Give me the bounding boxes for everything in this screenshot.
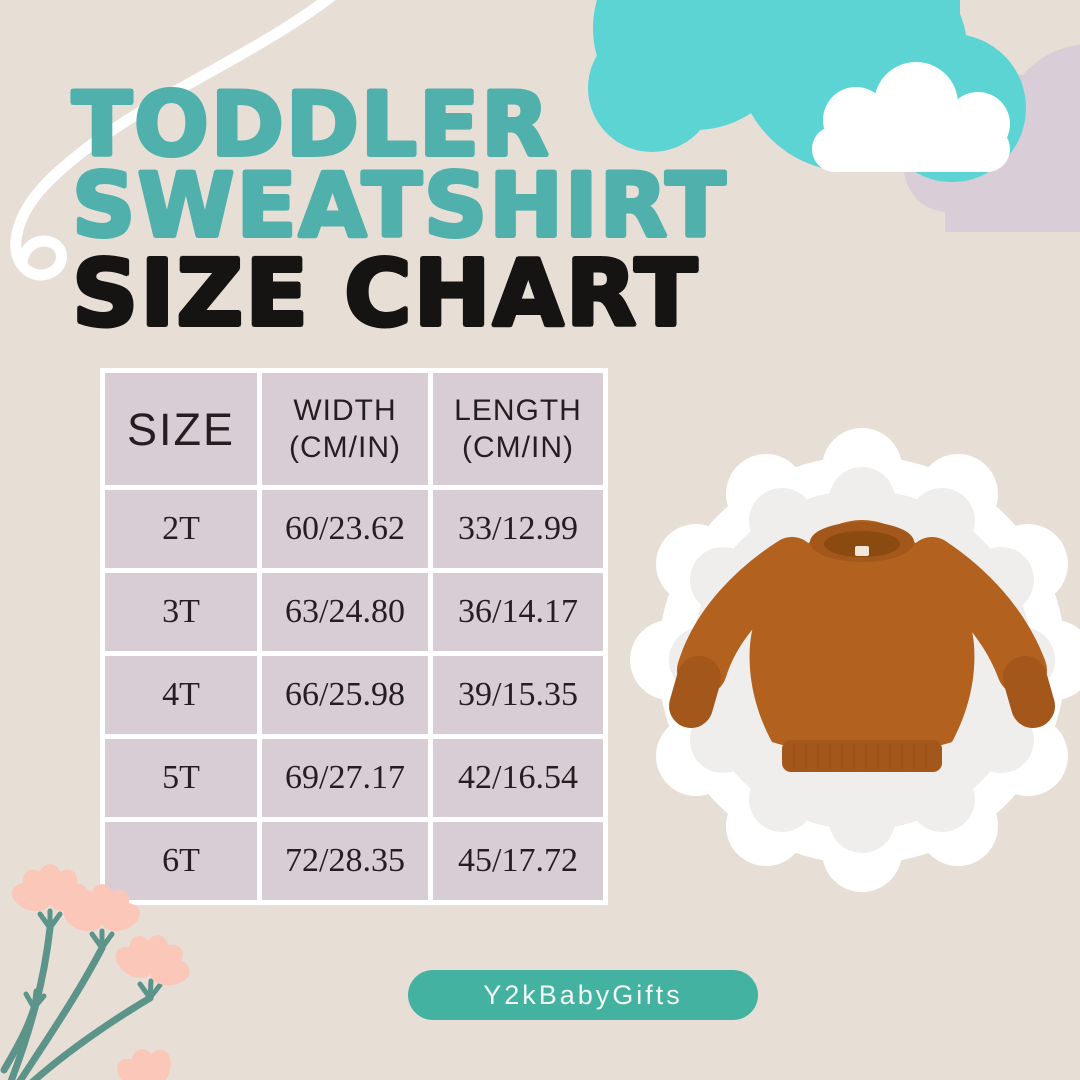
table-cell-size: 4T: [105, 656, 257, 734]
table-header-width-label: WIDTH: [293, 394, 397, 427]
page-title: TODDLER SWEATSHIRT SIZE CHART: [72, 73, 728, 347]
table-cell-length: 33/12.99: [433, 490, 603, 568]
shop-badge: Y2kBabyGifts: [408, 970, 758, 1020]
sweatshirt-neck-label: [855, 546, 869, 556]
flowers-decoration: [0, 863, 191, 1080]
sweatshirt-right-cuff: [1003, 656, 1055, 728]
table-header-length-unit: (CM/IN): [462, 431, 574, 464]
flower-petals: [7, 863, 191, 1080]
table-cell-width: 66/25.98: [262, 656, 428, 734]
table-cell-size: 3T: [105, 573, 257, 651]
table-cell-size: 2T: [105, 490, 257, 568]
white-cloud-icon: [812, 62, 1010, 172]
sweatshirt-waistband: [782, 740, 942, 772]
sweatshirt-product-image: [669, 520, 1055, 772]
table-cell-width: 72/28.35: [262, 822, 428, 900]
table-cell-size: 5T: [105, 739, 257, 817]
flower-calyxes: [23, 908, 163, 1011]
table-cell-length: 36/14.17: [433, 573, 603, 651]
table-cell-width: 60/23.62: [262, 490, 428, 568]
table-cell-size: 6T: [105, 822, 257, 900]
sweatshirt-left-sleeve: [677, 537, 817, 695]
table-cell-width: 69/27.17: [262, 739, 428, 817]
sweatshirt-right-sleeve: [907, 537, 1047, 695]
shop-badge-label: Y2kBabyGifts: [483, 979, 683, 1010]
table-cell-length: 39/15.35: [433, 656, 603, 734]
sweatshirt-neck-opening: [824, 531, 900, 557]
sweatshirt-body: [749, 520, 975, 753]
table-cell-length: 42/16.54: [433, 739, 603, 817]
size-table: SIZE WIDTH (CM/IN) LENGTH (CM/IN) 2T 60/…: [100, 368, 608, 905]
title-line-2: SWEATSHIRT: [72, 154, 728, 257]
title-line-3: SIZE CHART: [72, 240, 700, 347]
table-header-size-label: SIZE: [126, 403, 236, 455]
sweatshirt-left-cuff: [669, 656, 721, 728]
table-header-width: WIDTH (CM/IN): [262, 373, 428, 485]
waistband-ribbing: [793, 743, 927, 769]
table-header-length: LENGTH (CM/IN): [433, 373, 603, 485]
table-cell-length: 45/17.72: [433, 822, 603, 900]
clouds-decoration: [588, 0, 1080, 232]
table-header-size: SIZE: [105, 373, 257, 485]
table-header-length-label: LENGTH: [454, 394, 582, 427]
table-cell-width: 63/24.80: [262, 573, 428, 651]
table-header-width-unit: (CM/IN): [289, 431, 401, 464]
title-line-1: TODDLER: [72, 73, 551, 176]
